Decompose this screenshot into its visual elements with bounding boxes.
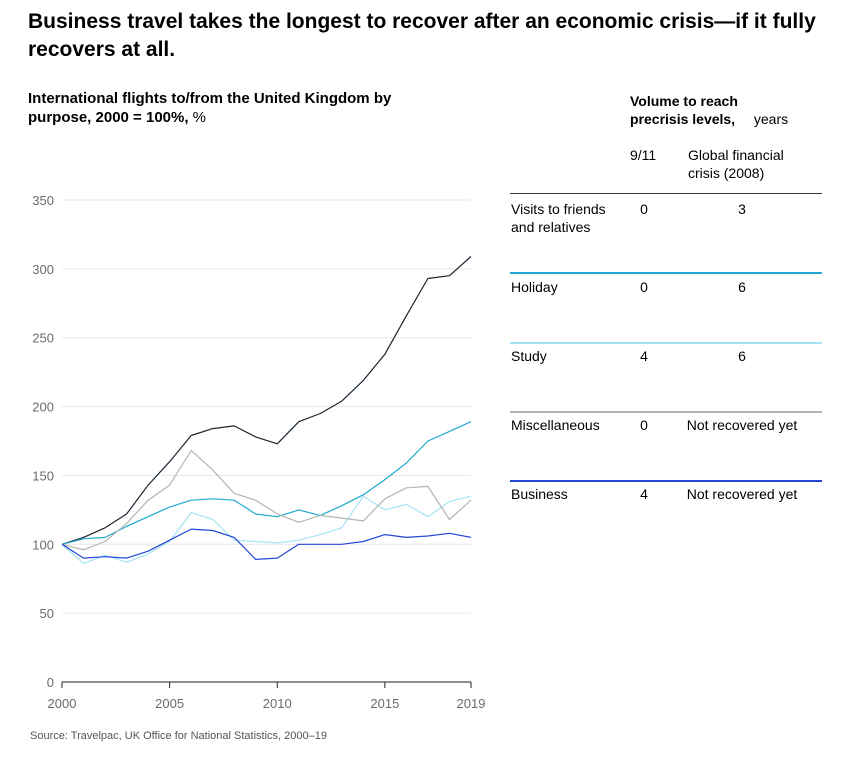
y-tick-label: 150 bbox=[32, 468, 54, 483]
row-rule-color-key bbox=[510, 272, 822, 274]
row-rule-color-key bbox=[510, 411, 822, 413]
series-lines bbox=[61, 256, 472, 565]
x-tick-label: 2019 bbox=[457, 696, 486, 711]
row-label: Miscellaneous bbox=[511, 417, 600, 433]
table-heading-main: Volume to reach precrisis levels, bbox=[630, 93, 738, 127]
table-heading: Volume to reach precrisis levels, years bbox=[630, 92, 788, 128]
row-rule-color-key bbox=[510, 342, 822, 344]
column-header-gfc: Global financial crisis (2008) bbox=[688, 147, 784, 181]
y-tick-label: 100 bbox=[32, 537, 54, 552]
y-tick-label: 250 bbox=[32, 331, 54, 346]
column-header-911: 9/11 bbox=[630, 147, 657, 163]
series-line-holiday bbox=[61, 421, 472, 545]
row-value-911: 4 bbox=[640, 348, 648, 364]
row-label: Visits to friends and relatives bbox=[511, 201, 606, 235]
row-label: Study bbox=[511, 348, 547, 364]
chart-title-main: International flights to/from the United… bbox=[28, 90, 392, 126]
row-value-911: 0 bbox=[640, 417, 648, 433]
series-line-study bbox=[61, 495, 472, 565]
x-tick-label: 2005 bbox=[155, 696, 184, 711]
x-tick-label: 2015 bbox=[370, 696, 399, 711]
table-heading-unit: years bbox=[750, 111, 789, 127]
y-tick-label: 0 bbox=[47, 675, 54, 690]
row-value-gfc: 6 bbox=[738, 279, 746, 295]
y-tick-label: 300 bbox=[32, 262, 54, 277]
row-value-911: 0 bbox=[640, 279, 648, 295]
row-value-911: 4 bbox=[640, 486, 648, 502]
series-line-visits-to-friends-and-relatives bbox=[61, 256, 472, 545]
row-value-gfc: 3 bbox=[738, 201, 746, 217]
headline: Business travel takes the longest to rec… bbox=[28, 10, 816, 61]
y-tick-label: 350 bbox=[32, 193, 54, 208]
series-line-business bbox=[61, 528, 472, 561]
y-tick-label: 200 bbox=[32, 400, 54, 415]
row-value-gfc: Not recovered yet bbox=[686, 486, 798, 502]
y-tick-label: 50 bbox=[40, 606, 54, 621]
row-rule-color-key bbox=[510, 480, 822, 482]
source-note: Source: Travelpac, UK Office for Nationa… bbox=[30, 730, 327, 742]
row-label: Holiday bbox=[511, 279, 558, 295]
row-label: Business bbox=[511, 486, 568, 502]
table-header-rule bbox=[510, 193, 822, 194]
axis-ticks: 0 50 100 150 200 250 300 350 2000 2005 2010 2015 201… bbox=[32, 193, 485, 711]
gridlines bbox=[62, 199, 471, 683]
row-value-gfc: Not recovered yet bbox=[686, 417, 798, 433]
chart-title: International flights to/from the United… bbox=[28, 89, 448, 127]
x-tick-label: 2010 bbox=[263, 696, 292, 711]
row-value-911: 0 bbox=[640, 201, 648, 217]
chart-title-unit: % bbox=[188, 109, 207, 126]
series-line-miscellaneous bbox=[61, 450, 472, 551]
row-value-gfc: 6 bbox=[738, 348, 746, 364]
x-tick-label: 2000 bbox=[48, 696, 77, 711]
